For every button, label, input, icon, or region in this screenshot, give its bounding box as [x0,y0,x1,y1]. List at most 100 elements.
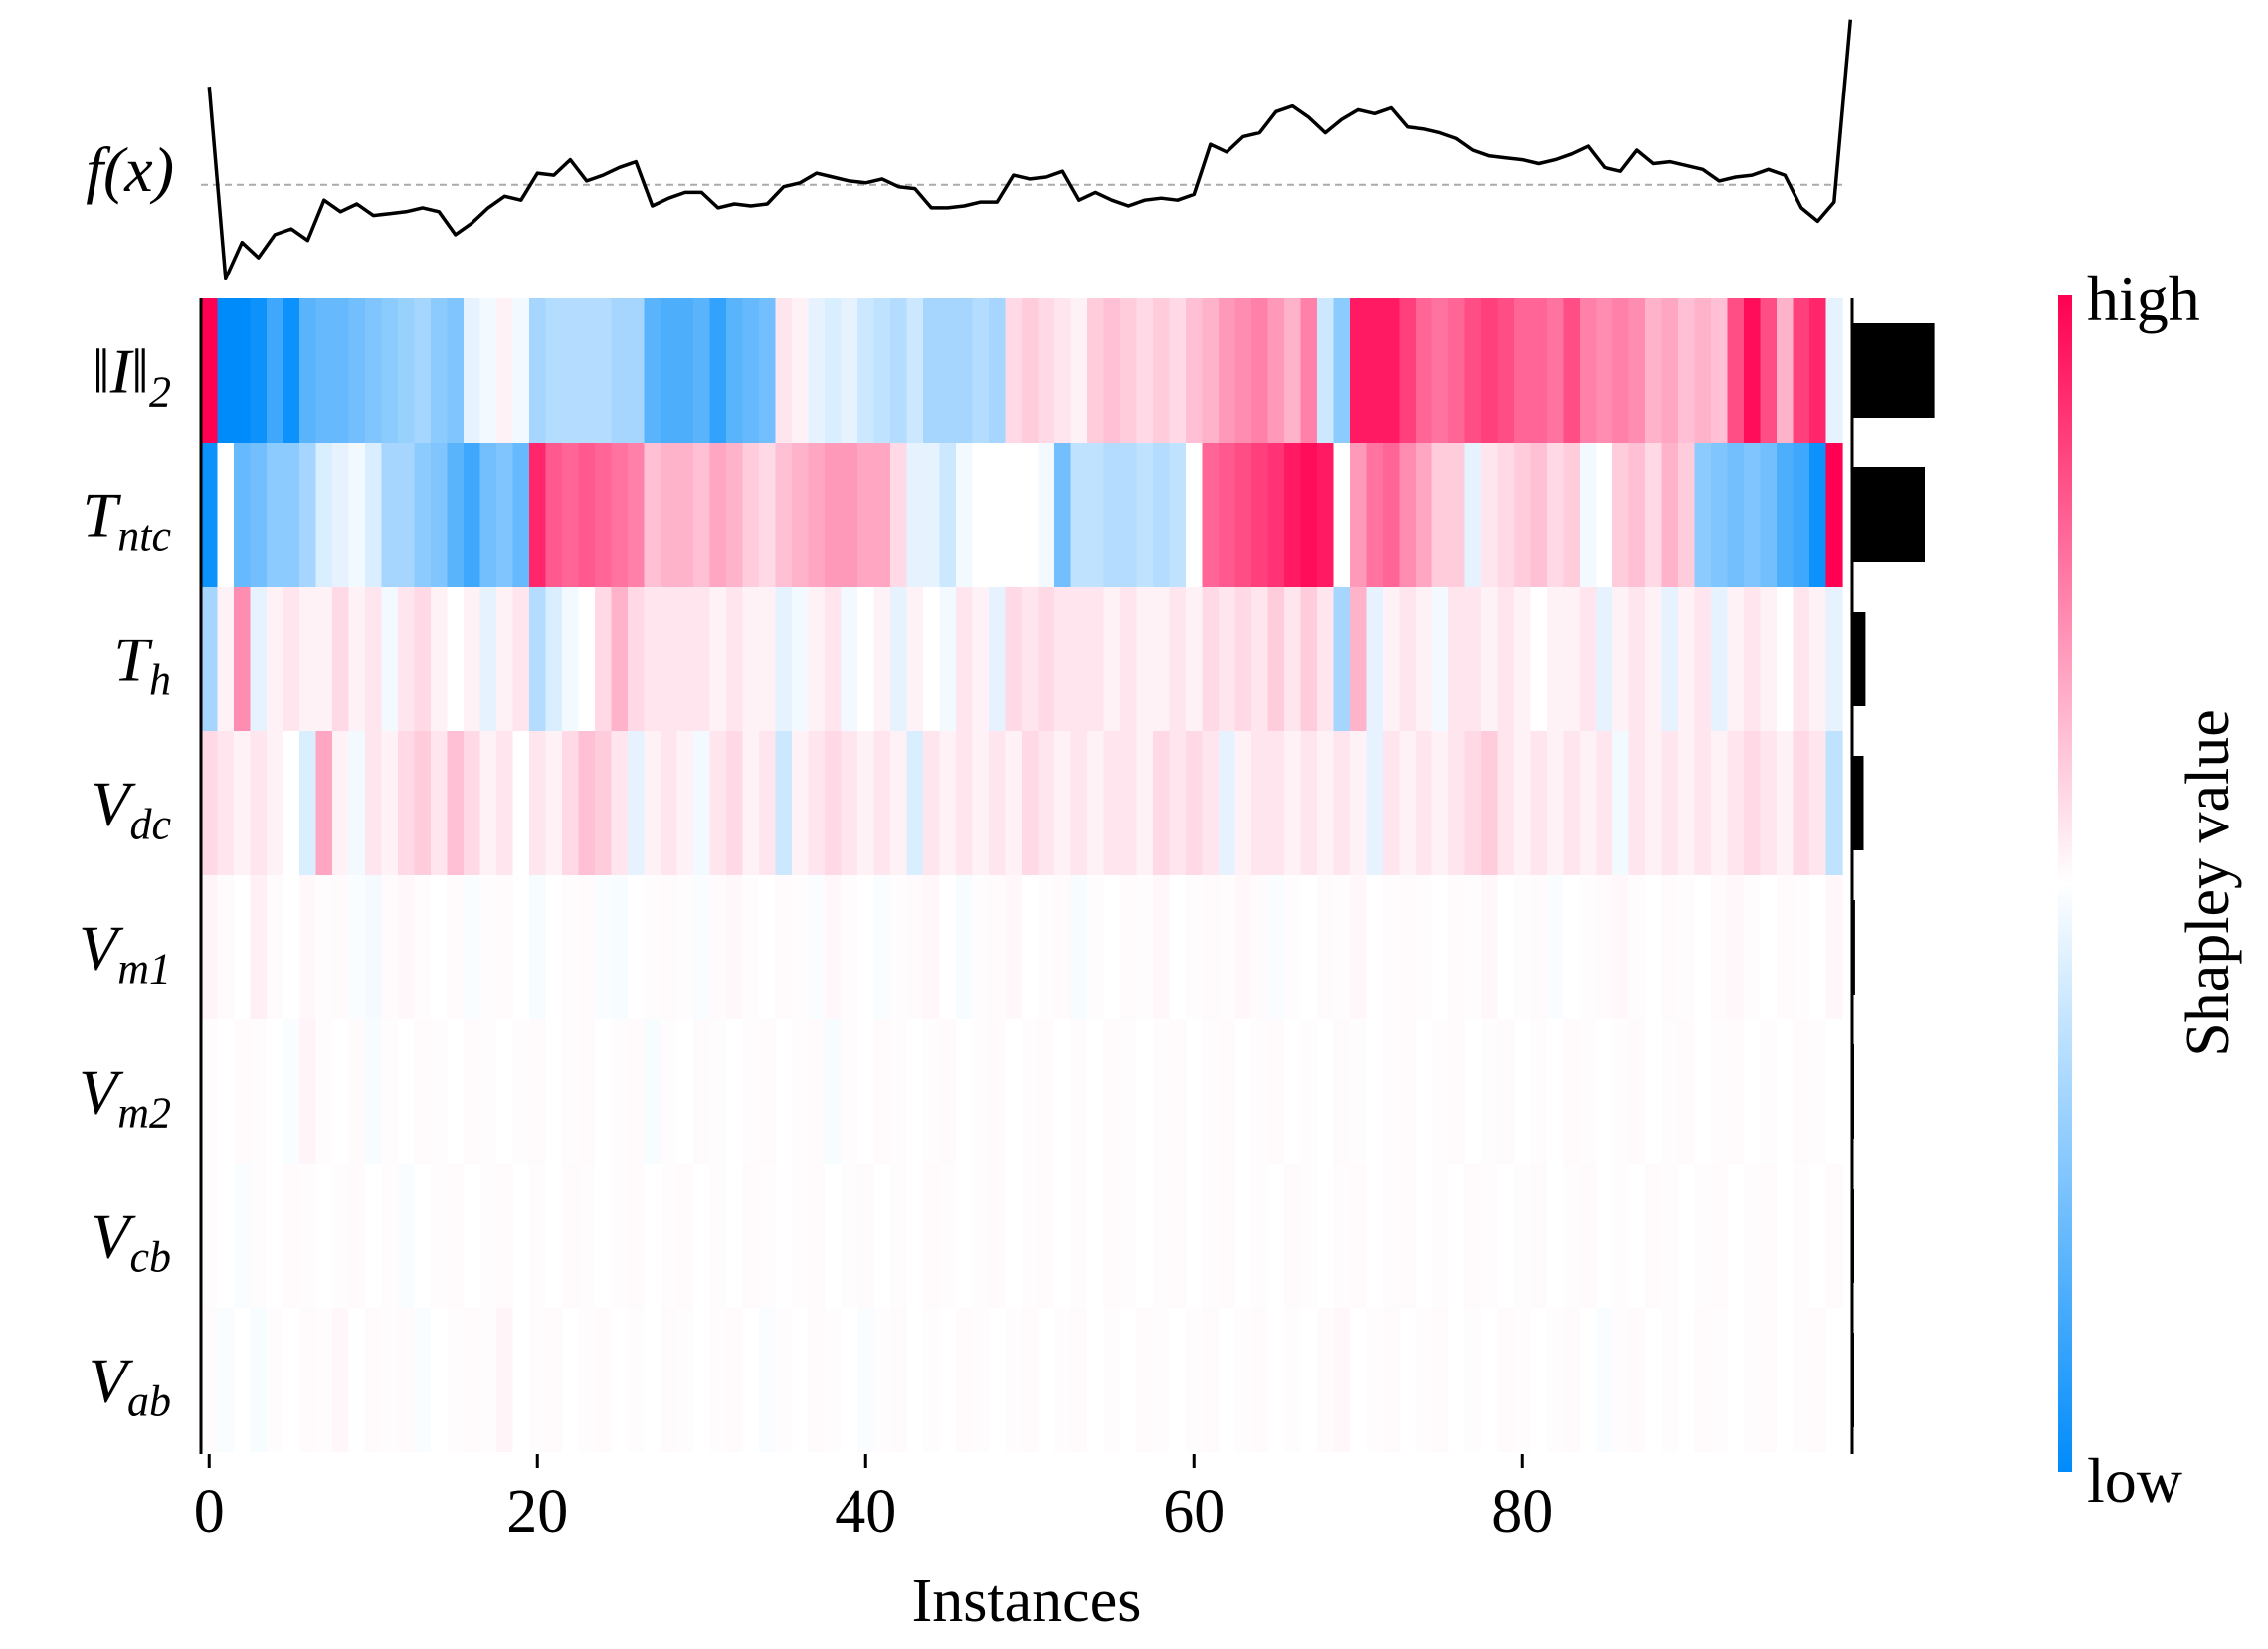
heatmap-cell [1678,731,1696,875]
heatmap-cell [857,1019,875,1164]
heatmap-cell [1580,298,1598,443]
heatmap-cell [479,875,497,1019]
heatmap-cell [1481,443,1499,587]
heatmap-cell [1793,1164,1810,1308]
heatmap-cell [628,298,646,443]
heatmap-cell [1202,1019,1220,1164]
heatmap-cell [742,587,760,731]
heatmap-cell [1038,298,1055,443]
heatmap-cell [825,443,843,587]
heatmap-cell [742,875,760,1019]
heatmap-cell [529,443,547,587]
heatmap-cell [595,298,613,443]
heatmap-cell [611,298,629,443]
heatmap-cell [1563,298,1581,443]
importance-bar [1852,467,1925,562]
heatmap-cell [693,1164,711,1308]
heatmap-cell [1005,587,1023,731]
heatmap-cell [1777,1164,1795,1308]
heatmap-cell [1744,731,1762,875]
heatmap-cell [1825,1308,1843,1452]
heatmap-cell [1300,298,1318,443]
heatmap-cell [1760,443,1778,587]
heatmap-cell [431,875,449,1019]
heatmap-cell [1612,443,1630,587]
heatmap-cell [1005,875,1023,1019]
heatmap-cell [299,875,317,1019]
heatmap-cell [1464,1164,1482,1308]
heatmap-cell [808,731,826,875]
heatmap-cell [873,731,891,875]
heatmap-cell [906,1019,924,1164]
heatmap-cell [595,443,613,587]
heatmap-cell [1366,1019,1384,1164]
heatmap-cell [1416,443,1433,587]
heatmap-cell [562,731,580,875]
heatmap-cell [315,1164,333,1308]
heatmap-cell [201,298,219,443]
heatmap-cell [611,1019,629,1164]
heatmap-cell [398,443,416,587]
heatmap-cell [267,298,284,443]
heatmap-cell [1547,587,1565,731]
heatmap-cell [545,1164,563,1308]
heatmap-cell [431,298,449,443]
heatmap-cell [1234,443,1252,587]
heatmap-cell [1431,875,1449,1019]
heatmap-cell [1744,1308,1762,1452]
heatmap-cell [1777,1019,1795,1164]
heatmap-cell [315,587,333,731]
heatmap-cell [1284,1019,1302,1164]
heatmap-cell [1645,875,1663,1019]
heatmap-cell [989,587,1007,731]
heatmap-cell [1103,1308,1121,1452]
heatmap-cell [1809,1308,1827,1452]
heatmap-cell [775,875,793,1019]
heatmap-cell [726,1308,744,1452]
heatmap-cell [315,731,333,875]
heatmap-cell [1219,731,1236,875]
heatmap-cell [825,1164,843,1308]
heatmap-cell [1481,875,1499,1019]
heatmap-cell [1580,731,1598,875]
heatmap-cell [693,587,711,731]
heatmap-cell [1497,875,1515,1019]
feature-label-main: T [113,625,153,695]
heatmap-cell [1120,298,1138,443]
heatmap-cell [1448,443,1466,587]
heatmap-cell [1234,875,1252,1019]
heatmap-cell [1416,875,1433,1019]
heatmap-cell [1481,1164,1499,1308]
heatmap-cell [1070,1019,1088,1164]
heatmap-cell [1825,298,1843,443]
heatmap-cell [808,1164,826,1308]
heatmap-cell [676,875,694,1019]
heatmap-cell [398,1019,416,1164]
heatmap-cell [447,587,465,731]
heatmap-cell [1596,1308,1613,1452]
heatmap-cell [414,1019,432,1164]
heatmap-cell [1416,1308,1433,1452]
importance-bar [1852,612,1866,706]
heatmap-cell [1793,298,1810,443]
heatmap-cell [1267,1164,1285,1308]
heatmap-cell [595,731,613,875]
heatmap-cell [464,1164,481,1308]
heatmap-cell [857,298,875,443]
heatmap-cell [529,875,547,1019]
x-tick-label: 60 [1163,1478,1225,1546]
heatmap-cell [857,443,875,587]
feature-label: Vm2 [79,1057,171,1138]
heatmap-cell [479,298,497,443]
heatmap-cell [1038,875,1055,1019]
feature-label: ‖I‖2 [93,336,171,417]
heatmap-cell [1760,587,1778,731]
heatmap-cell [923,298,941,443]
heatmap-cell [365,875,383,1019]
heatmap-cell [398,1308,416,1452]
heatmap-cell [431,587,449,731]
heatmap-cell [709,1019,727,1164]
heatmap-cell [1317,1019,1335,1164]
heatmap-cell [431,1164,449,1308]
heatmap-cell [578,875,596,1019]
